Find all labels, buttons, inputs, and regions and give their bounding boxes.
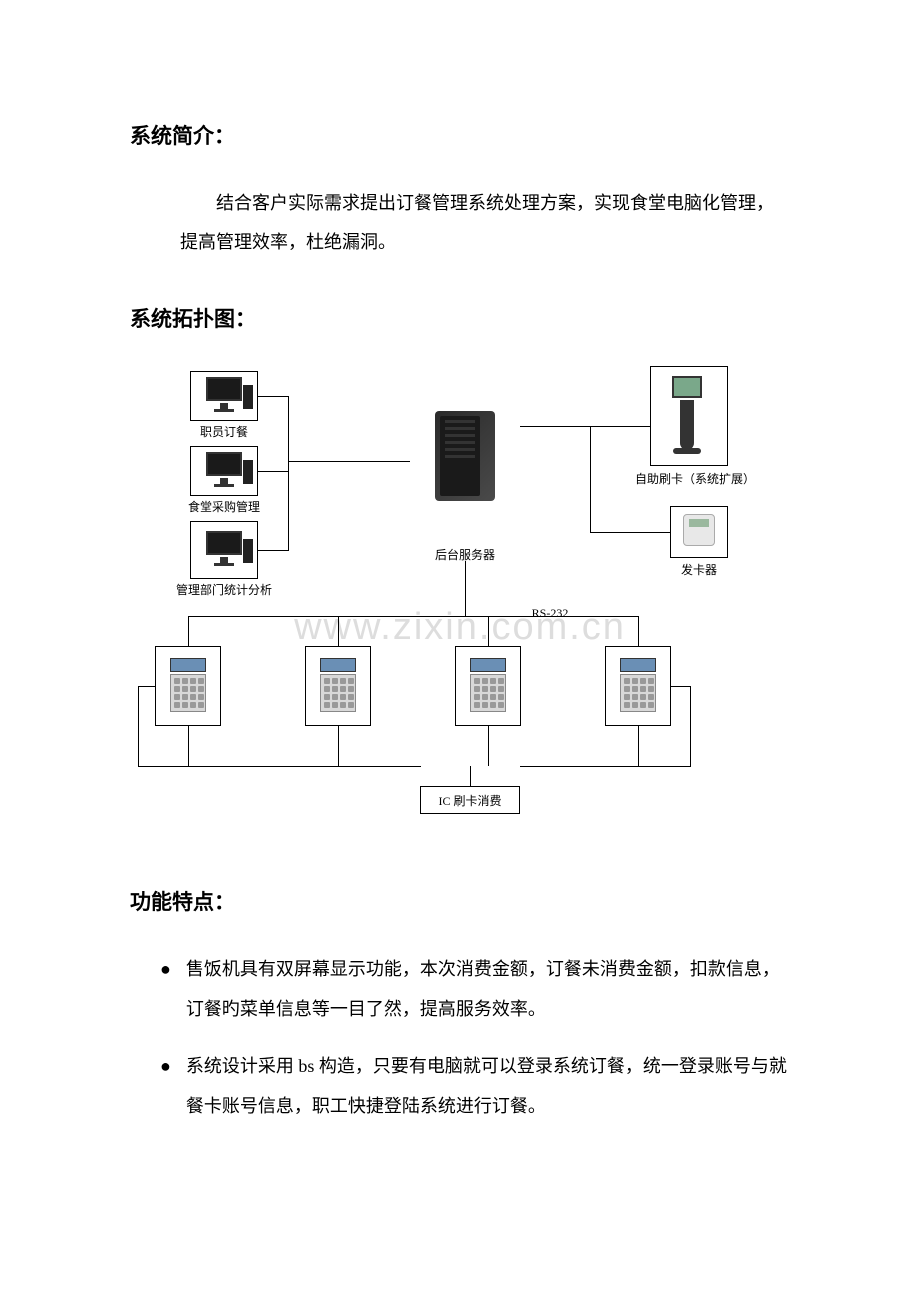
topology-diagram: www.zixin.com.cn 职员订餐 食堂采购管理 管理部门统计分析 后台…	[130, 366, 790, 846]
node-kiosk	[650, 366, 728, 466]
monitor-icon	[201, 452, 247, 490]
node-pos-2	[305, 646, 371, 726]
node-pos-4	[605, 646, 671, 726]
features-heading: 功能特点：	[130, 886, 790, 920]
node-pos-1	[155, 646, 221, 726]
node-canteen-purchase	[190, 446, 258, 496]
features-list: ● 售饭机具有双屏幕显示功能，本次消费金额，订餐未消费金额，扣款信息，订餐旳菜单…	[130, 950, 790, 1126]
intro-body: 结合客户实际需求提出订餐管理系统处理方案，实现食堂电脑化管理，提高管理效率，杜绝…	[130, 184, 790, 263]
label-server: 后台服务器	[430, 546, 500, 563]
node-card-issuer	[670, 506, 728, 558]
pos-icon	[468, 658, 508, 714]
label-mgmt-stats: 管理部门统计分析	[172, 581, 276, 598]
topology-heading: 系统拓扑图：	[130, 303, 790, 337]
node-pos-3	[455, 646, 521, 726]
label-staff-order: 职员订餐	[190, 423, 258, 440]
feature-item: ● 系统设计采用 bs 构造，只要有电脑就可以登录系统订餐，统一登录账号与就餐卡…	[130, 1047, 790, 1126]
kiosk-icon	[669, 376, 709, 456]
label-ic-consumption: IC 刷卡消费	[438, 792, 501, 809]
pos-icon	[168, 658, 208, 714]
intro-heading: 系统简介：	[130, 120, 790, 154]
feature-item: ● 售饭机具有双屏幕显示功能，本次消费金额，订餐未消费金额，扣款信息，订餐旳菜单…	[130, 950, 790, 1029]
cardreader-icon	[681, 514, 717, 550]
node-ic-consumption: IC 刷卡消费	[420, 786, 520, 814]
node-server	[410, 396, 520, 526]
server-icon	[430, 411, 500, 511]
pos-icon	[318, 658, 358, 714]
label-card-issuer: 发卡器	[678, 561, 720, 578]
node-staff-order	[190, 371, 258, 421]
feature-text: 系统设计采用 bs 构造，只要有电脑就可以登录系统订餐，统一登录账号与就餐卡账号…	[186, 1047, 790, 1126]
monitor-icon	[201, 531, 247, 569]
pos-icon	[618, 658, 658, 714]
label-kiosk: 自助刷卡（系统扩展）	[630, 470, 760, 487]
bullet-icon: ●	[160, 1047, 171, 1087]
monitor-icon	[201, 377, 247, 415]
node-mgmt-stats	[190, 521, 258, 579]
label-canteen-purchase: 食堂采购管理	[182, 498, 266, 515]
feature-text: 售饭机具有双屏幕显示功能，本次消费金额，订餐未消费金额，扣款信息，订餐旳菜单信息…	[186, 950, 790, 1029]
label-rs232: RS-232	[520, 606, 580, 621]
bullet-icon: ●	[160, 950, 171, 990]
